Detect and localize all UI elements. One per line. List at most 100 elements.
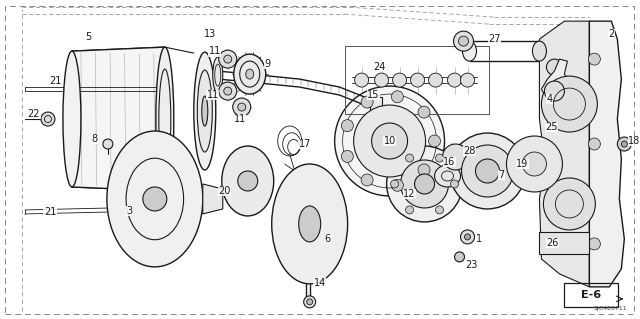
Ellipse shape bbox=[272, 164, 348, 284]
Circle shape bbox=[541, 76, 597, 132]
Circle shape bbox=[392, 91, 403, 103]
Circle shape bbox=[335, 86, 445, 196]
Circle shape bbox=[449, 133, 525, 209]
Text: 23: 23 bbox=[465, 260, 477, 270]
Circle shape bbox=[411, 73, 424, 87]
Circle shape bbox=[451, 180, 458, 188]
Text: 17: 17 bbox=[298, 139, 311, 149]
Text: 3: 3 bbox=[127, 206, 133, 216]
Ellipse shape bbox=[222, 146, 274, 216]
Circle shape bbox=[454, 252, 465, 262]
Ellipse shape bbox=[532, 41, 547, 61]
Circle shape bbox=[224, 55, 232, 63]
Circle shape bbox=[415, 174, 435, 194]
Circle shape bbox=[355, 73, 369, 87]
Text: 21: 21 bbox=[49, 76, 61, 86]
Circle shape bbox=[442, 144, 468, 170]
Circle shape bbox=[361, 174, 373, 186]
Ellipse shape bbox=[197, 70, 212, 152]
Circle shape bbox=[372, 123, 408, 159]
Circle shape bbox=[522, 152, 547, 176]
Text: 11: 11 bbox=[209, 46, 221, 56]
Circle shape bbox=[618, 137, 631, 151]
Text: 14: 14 bbox=[314, 278, 326, 288]
Bar bbox=[564, 283, 618, 307]
Circle shape bbox=[418, 164, 430, 176]
Text: 4: 4 bbox=[547, 94, 552, 104]
Circle shape bbox=[387, 146, 463, 222]
Circle shape bbox=[418, 106, 430, 118]
Circle shape bbox=[588, 53, 600, 65]
Text: 18: 18 bbox=[628, 136, 640, 146]
Ellipse shape bbox=[463, 41, 477, 61]
Circle shape bbox=[588, 138, 600, 150]
Ellipse shape bbox=[156, 47, 174, 191]
Circle shape bbox=[237, 171, 258, 191]
Circle shape bbox=[341, 120, 353, 132]
Circle shape bbox=[401, 160, 449, 208]
Text: SJC4E0711: SJC4E0711 bbox=[594, 306, 627, 311]
Circle shape bbox=[588, 238, 600, 250]
Text: 2: 2 bbox=[608, 29, 614, 39]
Circle shape bbox=[461, 230, 474, 244]
Text: E-6: E-6 bbox=[581, 290, 602, 300]
Polygon shape bbox=[72, 47, 165, 191]
Ellipse shape bbox=[212, 57, 223, 93]
Circle shape bbox=[303, 296, 316, 308]
Text: 19: 19 bbox=[516, 159, 529, 169]
Text: 7: 7 bbox=[499, 170, 504, 180]
Polygon shape bbox=[540, 21, 589, 287]
Text: 11: 11 bbox=[207, 90, 219, 100]
Text: 11: 11 bbox=[234, 114, 246, 124]
Ellipse shape bbox=[107, 131, 203, 267]
Circle shape bbox=[219, 82, 237, 100]
Text: 10: 10 bbox=[383, 136, 396, 146]
Circle shape bbox=[374, 73, 388, 87]
Circle shape bbox=[237, 103, 246, 111]
Polygon shape bbox=[589, 21, 625, 287]
Polygon shape bbox=[203, 184, 223, 214]
Text: 16: 16 bbox=[444, 157, 456, 167]
Text: 27: 27 bbox=[488, 34, 500, 44]
Bar bbox=[540, 232, 589, 254]
Polygon shape bbox=[541, 59, 574, 107]
Circle shape bbox=[390, 180, 399, 188]
Text: 13: 13 bbox=[204, 29, 216, 39]
Text: 21: 21 bbox=[44, 207, 56, 217]
Circle shape bbox=[143, 187, 167, 211]
Text: 24: 24 bbox=[373, 62, 386, 72]
Circle shape bbox=[392, 73, 406, 87]
Ellipse shape bbox=[299, 206, 321, 242]
Ellipse shape bbox=[435, 165, 461, 187]
Circle shape bbox=[545, 81, 564, 101]
Circle shape bbox=[476, 159, 499, 183]
Circle shape bbox=[429, 135, 440, 147]
Text: 1: 1 bbox=[476, 234, 483, 244]
Circle shape bbox=[219, 50, 237, 68]
Circle shape bbox=[341, 150, 353, 162]
Circle shape bbox=[436, 206, 444, 214]
Text: 5: 5 bbox=[84, 32, 91, 42]
Text: 8: 8 bbox=[92, 134, 98, 144]
Circle shape bbox=[406, 154, 413, 162]
Circle shape bbox=[458, 36, 468, 46]
Circle shape bbox=[361, 96, 373, 108]
Ellipse shape bbox=[63, 51, 81, 187]
Text: 28: 28 bbox=[463, 146, 476, 156]
Text: 22: 22 bbox=[28, 109, 40, 119]
Ellipse shape bbox=[234, 54, 266, 94]
Text: 6: 6 bbox=[324, 234, 331, 244]
Circle shape bbox=[461, 73, 474, 87]
Text: 15: 15 bbox=[367, 90, 380, 100]
Ellipse shape bbox=[246, 69, 253, 79]
Circle shape bbox=[354, 105, 426, 177]
Circle shape bbox=[454, 31, 474, 51]
Circle shape bbox=[233, 98, 251, 116]
Circle shape bbox=[224, 87, 232, 95]
Ellipse shape bbox=[202, 96, 208, 126]
Text: 12: 12 bbox=[403, 189, 416, 199]
Circle shape bbox=[307, 299, 313, 305]
Bar bbox=[344, 46, 490, 114]
Circle shape bbox=[41, 112, 55, 126]
Text: 20: 20 bbox=[219, 186, 231, 196]
